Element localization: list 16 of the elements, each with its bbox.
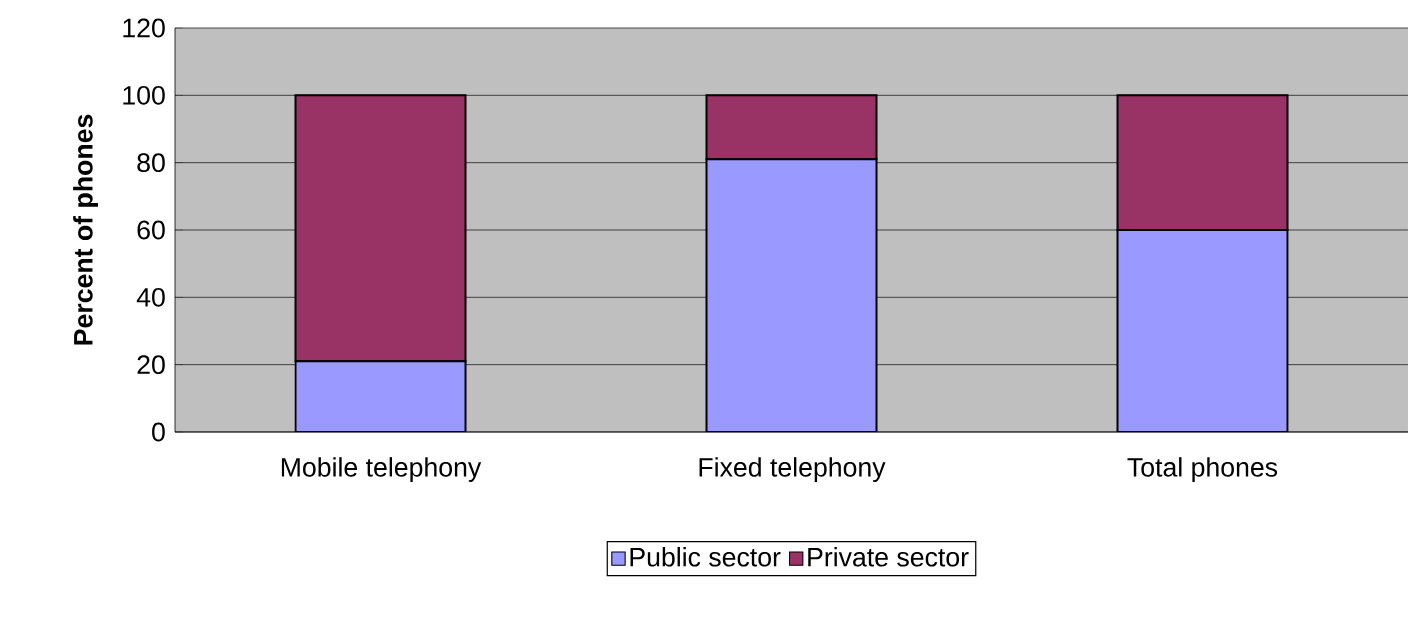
x-tick-label: Fixed telephony (699, 457, 886, 483)
bar (705, 158, 878, 432)
x-tick-label: Total phones (1127, 457, 1278, 483)
y-tick-label: 20 (137, 355, 165, 375)
y-tick-label: 0 (152, 422, 165, 442)
y-axis-title: Percent of phones (73, 114, 98, 345)
y-tick-label: 80 (137, 153, 165, 173)
bar (294, 360, 467, 432)
y-tick-label: 120 (123, 18, 165, 38)
y-tick-label: 60 (137, 220, 165, 240)
legend-label: Private sector (808, 547, 969, 567)
x-tick-label: Mobile telephony (281, 457, 482, 483)
legend-label: Public sector (630, 547, 781, 567)
bar (1116, 228, 1289, 432)
y-tick-label: 40 (136, 287, 165, 307)
y-tick-label: 100 (123, 85, 165, 105)
